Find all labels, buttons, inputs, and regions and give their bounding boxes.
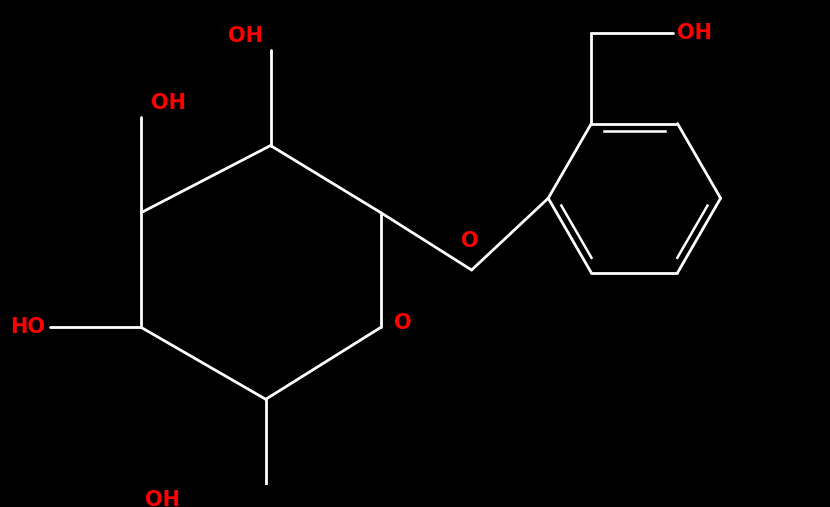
Text: HO: HO — [11, 317, 46, 338]
Text: OH: OH — [144, 490, 179, 507]
Text: O: O — [461, 231, 479, 251]
Text: OH: OH — [677, 23, 712, 43]
Text: OH: OH — [228, 26, 263, 46]
Text: OH: OH — [151, 93, 186, 113]
Text: O: O — [394, 313, 412, 333]
